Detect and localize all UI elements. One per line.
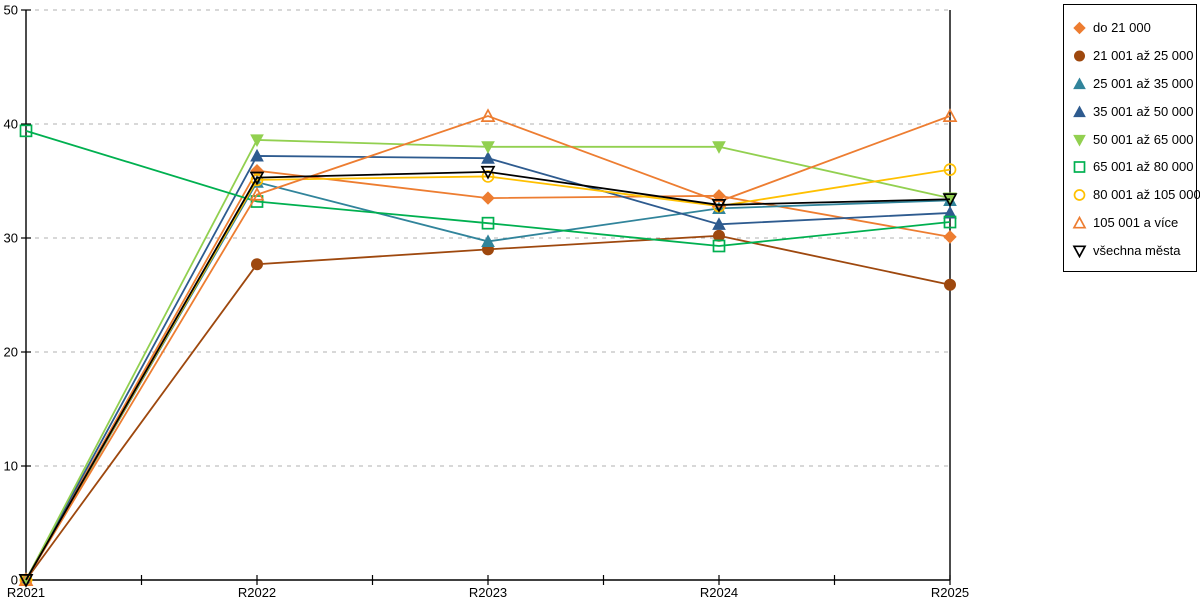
- y-tick-label-40: 40: [4, 117, 18, 132]
- series-line: [25, 169, 951, 581]
- triangle-down-icon: [1073, 134, 1086, 147]
- data-point-marker: [481, 141, 495, 154]
- legend-item-9: všechna města: [1072, 236, 1190, 264]
- data-point-marker: [250, 148, 264, 162]
- circle-icon: [1073, 189, 1086, 202]
- series-9: [18, 165, 958, 588]
- data-point-marker: [944, 278, 956, 291]
- data-point-marker: [251, 258, 263, 271]
- data-point-marker: [943, 163, 957, 176]
- circle-icon: [1074, 50, 1085, 62]
- triangle-up-icon: [1073, 77, 1086, 90]
- legend-item-7: 80 001 až 105 000: [1072, 181, 1200, 209]
- legend-item-2: 21 001 až 25 000: [1072, 42, 1194, 70]
- data-point-marker: [481, 216, 495, 230]
- legend-item-1: do 21 000: [1072, 14, 1190, 42]
- data-point-marker: [481, 151, 495, 164]
- legend-item-3: 25 001 až 35 000: [1072, 70, 1194, 98]
- legend-label: do 21 000: [1093, 20, 1151, 36]
- legend-item-6: 65 001 až 80 000: [1072, 153, 1194, 181]
- triangle-down-icon: [1072, 245, 1087, 258]
- x-tick-label-R2022: R2022: [238, 585, 276, 600]
- series-line: [25, 168, 951, 581]
- data-point-marker: [712, 239, 726, 253]
- data-point-marker: [712, 141, 726, 154]
- legend-item-4: 35 001 až 50 000: [1072, 97, 1194, 125]
- legend-label: 35 001 až 50 000: [1093, 103, 1194, 119]
- series-line: [25, 234, 951, 581]
- x-tick-label-R2024: R2024: [700, 585, 738, 600]
- series-6: [19, 124, 957, 253]
- data-point-marker: [249, 171, 265, 186]
- y-tick-label-10: 10: [4, 459, 18, 474]
- data-point-marker: [943, 230, 957, 244]
- legend-label: 105 001 a více: [1093, 214, 1179, 230]
- triangle-up-icon: [1073, 105, 1086, 117]
- data-point-marker: [712, 217, 726, 230]
- y-tick-label-20: 20: [4, 345, 18, 360]
- data-point-marker: [711, 198, 727, 213]
- series-4: [19, 148, 957, 586]
- series-7: [19, 163, 957, 587]
- data-point-marker: [943, 205, 957, 219]
- x-tick-label-R2023: R2023: [469, 585, 507, 600]
- legend-box: do 21 000 21 001 až 25 000 25 001 až 35 00…: [1063, 4, 1200, 273]
- data-point-marker: [480, 165, 496, 180]
- x-tick-label-R2021: R2021: [7, 585, 45, 600]
- series-line: [25, 129, 951, 247]
- series-5: [19, 134, 957, 588]
- triangle-up-icon: [1072, 215, 1087, 229]
- x-tick-label-R2025: R2025: [931, 585, 969, 600]
- data-point-marker: [713, 229, 725, 242]
- data-point-marker: [481, 234, 495, 248]
- data-point-marker: [942, 108, 958, 122]
- legend-label: všechna města: [1093, 242, 1181, 258]
- legend-label: 21 001 až 25 000: [1093, 48, 1194, 64]
- legend-item-8: 105 001 a více: [1072, 209, 1190, 237]
- data-point-marker: [943, 215, 957, 229]
- data-point-marker: [19, 124, 33, 138]
- data-point-marker: [18, 574, 34, 588]
- data-point-marker: [480, 108, 496, 122]
- series-line: [25, 115, 951, 581]
- data-point-marker: [481, 170, 495, 183]
- data-point-marker: [942, 193, 958, 208]
- legend-label: 50 001 až 65 000: [1093, 131, 1194, 147]
- square-icon: [1073, 161, 1086, 174]
- series-3: [19, 175, 957, 586]
- y-tick-label-50: 50: [4, 3, 18, 18]
- data-point-marker: [711, 193, 727, 208]
- y-tick-label-0: 0: [11, 573, 18, 588]
- diamond-icon: [1073, 22, 1086, 35]
- series-line: [25, 170, 951, 581]
- data-point-marker: [249, 186, 265, 201]
- legend-label: 80 001 až 105 000: [1093, 187, 1200, 203]
- data-point-marker: [481, 191, 495, 205]
- series-2: [20, 229, 956, 586]
- series-line: [25, 155, 951, 581]
- legend-label: 25 001 až 35 000: [1093, 75, 1194, 91]
- data-point-marker: [250, 134, 264, 148]
- legend-item-5: 50 001 až 65 000: [1072, 125, 1194, 153]
- y-tick-label-30: 30: [4, 231, 18, 246]
- legend-label: 65 001 až 80 000: [1093, 159, 1194, 175]
